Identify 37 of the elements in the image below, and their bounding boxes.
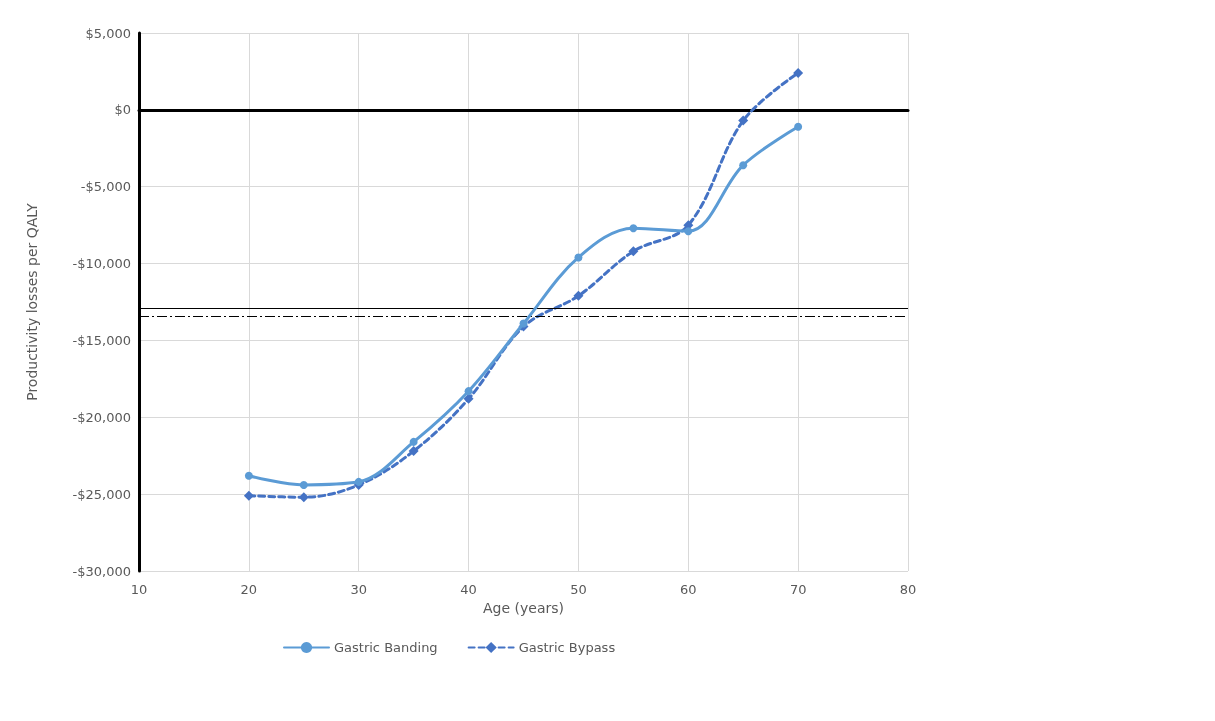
point [794, 122, 803, 131]
point [738, 115, 749, 126]
x-axis-title: Age (years) [483, 599, 564, 616]
y-tick-label: -$25,000 [72, 486, 131, 502]
point [299, 480, 308, 489]
point [573, 290, 584, 301]
point [408, 446, 419, 457]
point [793, 67, 804, 78]
y-tick-label: $5,000 [85, 25, 131, 41]
point [628, 246, 639, 257]
y-tick-label: -$30,000 [72, 563, 131, 579]
y-tick-label: -$10,000 [72, 256, 131, 272]
x-tick-label: 30 [350, 582, 367, 597]
point [354, 477, 363, 486]
legend-label: Gastric Banding [334, 640, 438, 655]
point [739, 161, 748, 170]
point [574, 253, 583, 262]
point [519, 319, 528, 328]
x-tick-label: 60 [680, 582, 697, 597]
y-tick-label: -$5,000 [80, 179, 131, 195]
point [243, 490, 254, 501]
point [684, 227, 693, 236]
point [464, 387, 473, 396]
point [244, 471, 253, 480]
point [409, 437, 418, 446]
legend-label: Gastric Bypass [518, 640, 616, 655]
y-tick-label: -$20,000 [72, 409, 131, 425]
y-axis-title: Productivity losses per QALY [24, 202, 40, 401]
x-tick-label: 80 [899, 582, 917, 597]
y-tick-label: -$15,000 [72, 332, 131, 348]
point [629, 224, 638, 233]
x-tick-label: 70 [789, 582, 807, 597]
x-tick-label: 40 [460, 582, 477, 597]
x-tick-label: 50 [570, 582, 587, 597]
y-tick-label: $0 [114, 102, 131, 118]
x-tick-label: 20 [240, 582, 258, 597]
x-tick-label: 10 [130, 582, 148, 597]
